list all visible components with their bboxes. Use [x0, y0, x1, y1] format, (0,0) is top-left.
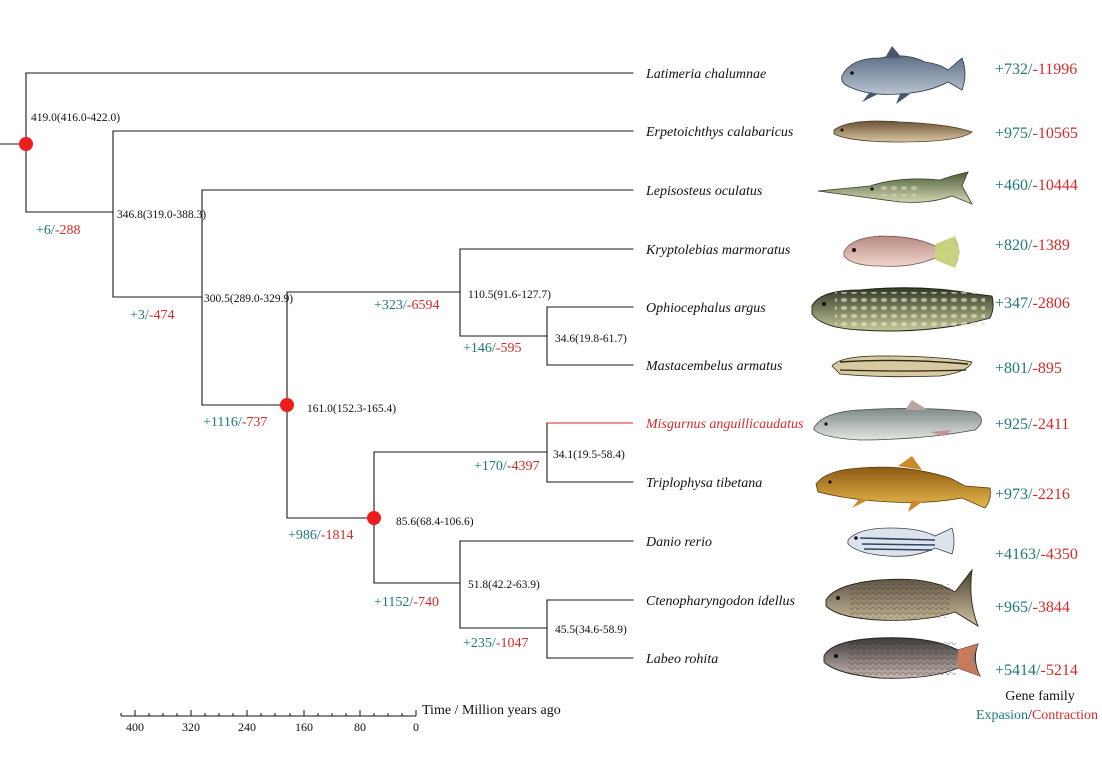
time-axis-tick-labels: 400 320 240 160 80 0	[126, 720, 419, 734]
calibration-node-marker	[19, 137, 33, 151]
legend-title: Gene family	[1005, 689, 1075, 704]
taxon-name: Erpetoichthys calabaricus	[645, 125, 794, 140]
taxon-gene-change: +801/-895	[995, 360, 1062, 377]
node-age-labels: 419.0(416.0-422.0) 346.8(319.0-388.3) 30…	[31, 112, 627, 636]
taxon-gene-change: +965/-3844	[995, 599, 1070, 616]
stone-loach-icon	[815, 456, 991, 512]
zebrafish-icon	[847, 527, 955, 557]
taxon-name: Danio rerio	[645, 535, 712, 550]
node-age-label: 346.8(319.0-388.3)	[117, 209, 206, 221]
node-age-label: 110.5(91.6-127.7)	[468, 289, 551, 301]
tree-branches	[0, 72, 634, 659]
branch-gene-change: +3/-474	[130, 308, 174, 323]
node-age-label: 34.1(19.5-58.4)	[553, 449, 625, 461]
taxon-gene-change: +347/-2806	[995, 295, 1070, 312]
branch-gene-changes: +6/-288 +3/-474 +323/-6594 +146/-595 +11…	[36, 223, 539, 651]
calibration-node-marker	[367, 511, 381, 525]
time-axis-tick-label: 240	[238, 720, 256, 734]
node-age-label: 85.6(68.4-106.6)	[396, 516, 474, 528]
node-age-label: 161.0(152.3-165.4)	[307, 403, 396, 415]
branch-gene-change: +235/-1047	[463, 636, 528, 651]
taxon-name: Labeo rohita	[645, 652, 718, 667]
gar-icon	[817, 171, 973, 205]
calibration-node-marker	[280, 398, 294, 412]
branch-gene-change: +170/-4397	[474, 459, 539, 474]
coelacanth-icon	[841, 46, 966, 104]
terminal-gene-changes: +732/-11996 +975/-10565 +460/-10444 +820…	[995, 61, 1078, 679]
branch-gene-change: +1152/-740	[374, 595, 439, 610]
branch-gene-change: +323/-6594	[374, 298, 439, 313]
taxon-name: Ctenopharyngodon idellus	[646, 594, 795, 609]
node-age-label: 300.5(289.0-329.9)	[204, 293, 293, 305]
taxon-gene-change: +4163/-4350	[995, 546, 1078, 563]
time-axis-tick-label: 160	[295, 720, 313, 734]
legend-labels: Expasion/Contraction	[976, 708, 1098, 723]
time-axis-title: Time / Million years ago	[422, 703, 561, 718]
taxon-name: Latimeria chalumnae	[645, 67, 766, 82]
node-age-label: 51.8(42.2-63.9)	[468, 579, 540, 591]
node-age-label: 34.6(19.8-61.7)	[555, 333, 627, 345]
loach-icon	[813, 400, 982, 441]
time-axis	[120, 710, 417, 717]
killifish-icon	[843, 235, 960, 268]
gene-family-legend: Gene family Expasion/Contraction	[976, 689, 1098, 723]
taxon-gene-change: +973/-2216	[995, 486, 1070, 503]
taxon-gene-change: +975/-10565	[995, 125, 1078, 142]
spiny-eel-icon	[831, 355, 973, 378]
time-axis-tick-label: 320	[182, 720, 200, 734]
reedfish-icon	[833, 120, 973, 143]
node-age-label: 45.5(34.6-58.9)	[555, 624, 627, 636]
time-axis-tick-label: 80	[354, 720, 366, 734]
snakehead-icon	[811, 287, 994, 332]
taxon-labels: Latimeria chalumnae Erpetoichthys calaba…	[645, 67, 804, 667]
branch-gene-change: +6/-288	[36, 223, 80, 238]
taxon-gene-change: +925/-2411	[995, 416, 1069, 433]
node-age-label: 419.0(416.0-422.0)	[31, 112, 120, 124]
branch-gene-change: +1116/-737	[203, 415, 267, 430]
taxon-name: Triplophysa tibetana	[646, 476, 762, 491]
taxon-name: Kryptolebias marmoratus	[645, 243, 791, 258]
taxon-gene-change: +460/-10444	[995, 177, 1078, 194]
fish-illustrations	[811, 46, 994, 679]
taxon-name-highlighted: Misgurnus anguillicaudatus	[645, 417, 804, 432]
taxon-gene-change: +820/-1389	[995, 237, 1070, 254]
branch-gene-change: +986/-1814	[288, 528, 353, 543]
taxon-gene-change: +732/-11996	[995, 61, 1077, 78]
grass-carp-icon	[825, 568, 979, 628]
branch-gene-change: +146/-595	[463, 341, 521, 356]
rohu-icon	[823, 637, 981, 679]
taxon-name: Lepisosteus oculatus	[645, 184, 763, 199]
taxon-name: Ophiocephalus argus	[646, 301, 766, 316]
time-axis-tick-label: 400	[126, 720, 144, 734]
taxon-name: Mastacembelus armatus	[645, 359, 783, 374]
taxon-gene-change: +5414/-5214	[995, 662, 1078, 679]
time-axis-tick-label: 0	[413, 720, 419, 734]
